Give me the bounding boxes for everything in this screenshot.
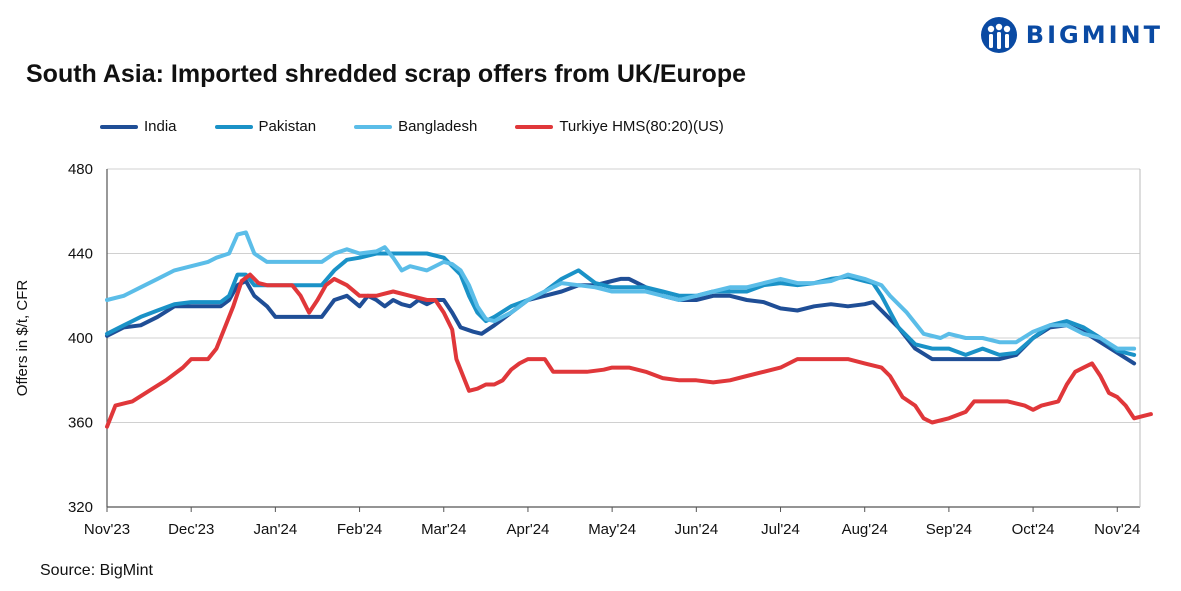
x-tick-label: Nov'24 (1094, 521, 1140, 538)
legend-item: Turkiye HMS(80:20)(US) (515, 118, 724, 135)
x-tick-label: Sep'24 (926, 521, 972, 538)
legend-swatch (214, 124, 253, 129)
legend-swatch (515, 124, 554, 129)
series-line (105, 230, 1137, 351)
x-tick-label: Jun'24 (674, 521, 718, 538)
x-tick-label: Dec'23 (168, 521, 214, 538)
brand-name: BIGMINT (1025, 21, 1163, 49)
chart-legend: India Pakistan Bangladesh Turkiye HMS(80:20… (100, 118, 762, 135)
y-tick-label: 360 (68, 415, 93, 432)
legend-item: India (100, 118, 177, 135)
x-tick-label: Aug'24 (842, 521, 888, 538)
x-tick-label: Apr'24 (507, 521, 550, 538)
brand-logo: BIGMINT (980, 16, 1163, 54)
legend-label: Pakistan (258, 118, 317, 135)
x-tick-label: Feb'24 (337, 521, 382, 538)
series-line (105, 251, 1137, 357)
legend-label: Bangladesh (398, 118, 478, 135)
x-tick-label: Nov'23 (84, 521, 130, 538)
y-tick-label: 440 (68, 246, 93, 263)
x-tick-label: Jul'24 (761, 521, 800, 538)
y-tick-label: 480 (68, 161, 93, 178)
legend-swatch (354, 124, 393, 129)
legend-item: Bangladesh (354, 118, 477, 135)
legend-swatch (100, 124, 138, 129)
series-line (105, 276, 1137, 366)
y-axis-label: Offers in $/t, CFR (14, 280, 31, 397)
bigmint-logo-icon (980, 17, 1017, 53)
x-tick-label: Jan'24 (254, 521, 298, 538)
series-line (105, 272, 1153, 429)
x-tick-label: May'24 (588, 521, 636, 538)
y-tick-label: 400 (68, 330, 93, 347)
chart-title: South Asia: Imported shredded scrap offe… (26, 60, 747, 88)
legend-item: Pakistan (214, 118, 317, 135)
x-tick-label: Oct'24 (1012, 521, 1055, 538)
x-tick-label: Mar'24 (421, 521, 466, 538)
y-tick-label: 320 (68, 499, 93, 516)
source-note: Source: BigMint (40, 562, 153, 579)
legend-label: Turkiye HMS(80:20)(US) (559, 118, 724, 135)
legend-label: India (144, 118, 177, 135)
